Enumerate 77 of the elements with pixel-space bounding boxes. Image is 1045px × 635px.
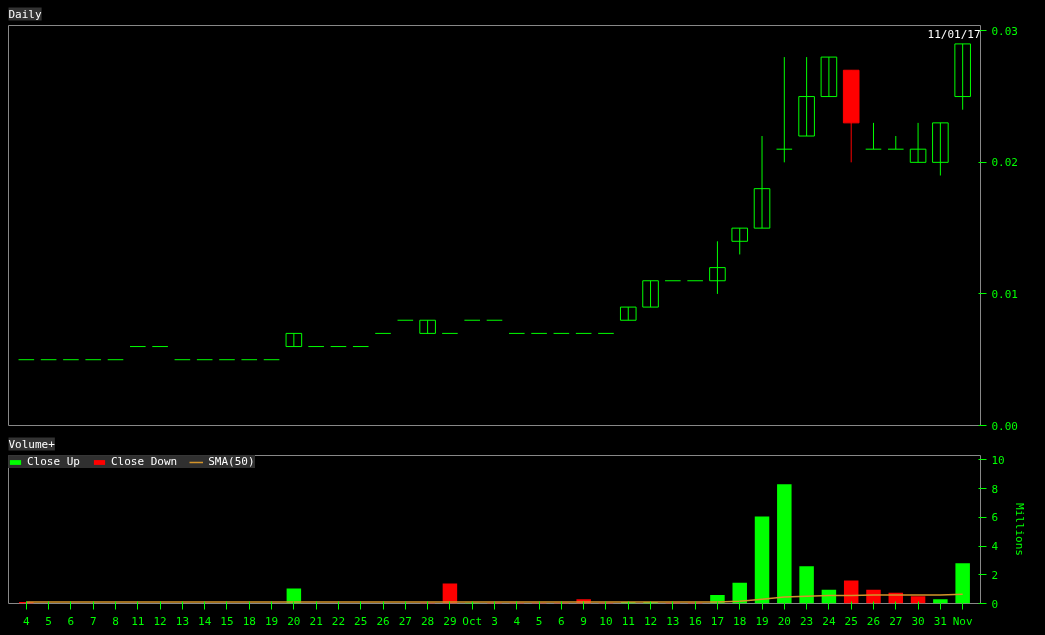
x-tick-label: 27 [398, 614, 412, 628]
y-tick-label: 0.01 [991, 287, 1018, 301]
candlestick [619, 306, 637, 321]
legend-label: Close Down [110, 455, 178, 468]
x-tick-label: 20 [777, 614, 791, 628]
x-tick-label: 19 [264, 614, 279, 628]
line-series [25, 593, 964, 603]
x-tick-label: 15 [220, 614, 234, 628]
legend-label: Close Up [27, 455, 80, 468]
x-tick-label: 16 [688, 614, 702, 628]
x-tick-label: 20 [287, 614, 301, 628]
chart-title: Volume+ [8, 437, 56, 451]
x-tick-label: 24 [822, 614, 836, 628]
candlestick [887, 135, 905, 150]
x-tick-label: 10 [599, 614, 613, 628]
x-tick-label: 11 [621, 614, 635, 628]
candlestick [776, 56, 793, 163]
x-tick-label: 19 [755, 614, 769, 628]
x-tick-label: 8 [112, 614, 119, 628]
x-tick-label: 4 [513, 614, 521, 628]
x-tick-label: 25 [844, 614, 858, 628]
y-tick-label: 0 [991, 597, 999, 611]
y-axis-title: Millions [1012, 503, 1026, 556]
y-tick-label: 2 [991, 568, 999, 582]
x-tick-label: 21 [309, 614, 323, 628]
candlestick [642, 280, 659, 308]
annotation: 11/01/17 [927, 27, 981, 41]
chart-title: Daily [8, 7, 42, 21]
candlestick [753, 135, 771, 229]
x-tick-label: 23 [799, 614, 814, 628]
x-tick-label: 7 [89, 614, 97, 628]
x-tick-label: 6 [67, 614, 75, 628]
candlestick [285, 332, 303, 348]
candlestick [731, 227, 749, 255]
bar [910, 596, 926, 604]
candlestick [820, 56, 838, 98]
y-tick-label: 4 [991, 540, 999, 554]
x-tick-label: 18 [242, 614, 256, 628]
x-tick-label: 12 [153, 614, 167, 628]
candlestick [932, 122, 949, 176]
x-tick-label: 25 [354, 614, 368, 628]
y-tick-label: 10 [991, 453, 1005, 467]
x-tick-label: 14 [198, 614, 212, 628]
x-tick-label: 27 [889, 614, 903, 628]
y-tick-label: 8 [991, 482, 999, 496]
x-tick-label: 22 [331, 614, 346, 628]
candlestick [798, 56, 815, 137]
x-tick-label: Nov [952, 614, 973, 628]
x-tick-label: Oct [462, 614, 483, 628]
x-tick-label: 26 [866, 614, 881, 628]
legend-label: SMA(50) [208, 455, 255, 468]
candlestick [419, 319, 436, 334]
candlestick [709, 240, 726, 295]
x-tick-label: 9 [580, 614, 587, 628]
x-tick-label: 17 [710, 614, 725, 628]
y-tick-label: 0.02 [991, 156, 1018, 170]
x-tick-label: 30 [911, 614, 925, 628]
y-tick-label: 0.00 [991, 419, 1018, 433]
x-tick-label: 28 [421, 614, 435, 628]
y-tick-label: 6 [991, 511, 999, 525]
x-tick-label: 5 [535, 614, 543, 628]
x-tick-label: 18 [733, 614, 747, 628]
x-tick-label: 3 [491, 614, 498, 628]
x-tick-label: 26 [376, 614, 390, 628]
x-tick-label: 13 [175, 614, 190, 628]
x-tick-label: 29 [443, 614, 457, 628]
x-tick-label: 4 [23, 614, 31, 628]
candlestick [954, 43, 971, 111]
x-tick-label: 12 [643, 614, 658, 628]
candlestick [909, 122, 927, 163]
x-tick-label: 13 [666, 614, 680, 628]
x-tick-label: 5 [45, 614, 52, 628]
x-tick-label: 31 [933, 614, 947, 628]
x-tick-label: 6 [558, 614, 565, 628]
x-tick-label: 11 [131, 614, 145, 628]
candlestick [865, 122, 882, 150]
y-tick-label: 0.03 [991, 24, 1018, 38]
